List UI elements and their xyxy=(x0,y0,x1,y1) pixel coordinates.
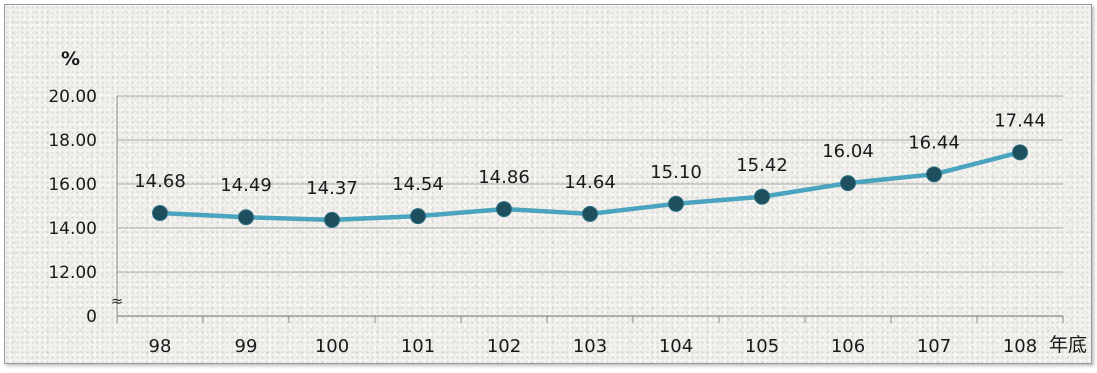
x-tick-label: 99 xyxy=(235,336,258,357)
data-label: 14.86 xyxy=(478,167,530,188)
x-tick-label: 103 xyxy=(573,336,607,357)
axis-break-symbol: ≈ xyxy=(111,292,124,310)
y-tick-label: 16.00 xyxy=(48,175,97,195)
x-tick-label: 98 xyxy=(149,336,172,357)
data-point xyxy=(926,166,942,183)
y-tick-label: 12.00 xyxy=(48,263,97,283)
x-tick-labels: 98 99 100 101 102 103 104 105 106 107 108 xyxy=(149,336,1038,357)
y-tick-label: 14.00 xyxy=(48,219,97,239)
data-label: 14.37 xyxy=(306,178,358,199)
data-label: 16.44 xyxy=(908,132,960,153)
x-tick-label: 104 xyxy=(659,336,693,357)
chart-frame: 0 12.00 14.00 16.00 18.00 20.00 98 99 100 101 102… xyxy=(4,4,1092,364)
y-tick-label: 18.00 xyxy=(48,131,97,151)
data-label: 17.44 xyxy=(994,110,1046,131)
data-point xyxy=(410,208,426,225)
x-tick-label: 107 xyxy=(917,336,951,357)
data-label: 15.42 xyxy=(736,155,788,176)
x-tick-label: 102 xyxy=(487,336,521,357)
y-axis-unit: % xyxy=(61,48,80,70)
x-tick-label: 100 xyxy=(315,336,349,357)
data-labels: 14.68 14.49 14.37 14.54 14.86 14.64 15.10 15.42… xyxy=(134,110,1046,199)
data-point xyxy=(238,209,254,226)
data-label: 14.68 xyxy=(134,171,186,192)
x-tick-label: 101 xyxy=(401,336,435,357)
data-point xyxy=(754,188,770,205)
data-label: 16.04 xyxy=(822,141,874,162)
data-point xyxy=(496,201,512,218)
data-point xyxy=(668,195,684,212)
y-tick-label: 20.00 xyxy=(48,87,97,107)
data-point xyxy=(840,175,856,192)
y-tick-labels: 0 12.00 14.00 16.00 18.00 20.00 xyxy=(48,87,97,327)
data-point xyxy=(582,205,598,222)
x-tick-label: 108 xyxy=(1003,336,1037,357)
data-point xyxy=(152,205,168,222)
axes xyxy=(116,96,1064,323)
series-markers xyxy=(152,144,1028,228)
line-chart: 0 12.00 14.00 16.00 18.00 20.00 98 99 100 101 102… xyxy=(48,48,1087,357)
data-label: 14.49 xyxy=(220,175,272,196)
data-point xyxy=(324,211,340,228)
x-tick-label: 105 xyxy=(745,336,779,357)
data-label: 14.54 xyxy=(392,174,444,195)
x-axis-unit: 年底 xyxy=(1049,334,1087,356)
data-label: 14.64 xyxy=(564,172,616,193)
x-tick-label: 106 xyxy=(831,336,865,357)
y-tick-label: 0 xyxy=(86,307,97,327)
data-point xyxy=(1012,144,1028,161)
gridlines xyxy=(117,95,1063,273)
data-label: 15.10 xyxy=(650,162,702,183)
